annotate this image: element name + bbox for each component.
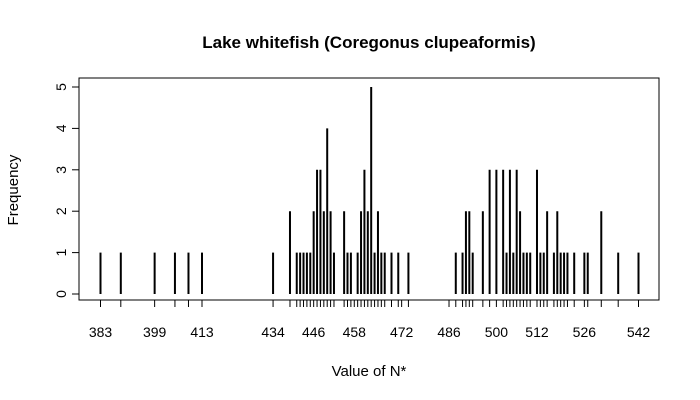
x-tick-label: 542 [627,324,651,340]
x-tick-label: 512 [525,324,549,340]
x-tick-label: 472 [390,324,414,340]
x-axis-label: Value of N* [332,363,407,380]
plot-frame [78,77,660,301]
x-tick-label: 383 [89,324,113,340]
chart-title: Lake whitefish (Coregonus clupeaformis) [202,33,535,52]
x-tick-label: 486 [437,324,461,340]
x-tick-label: 399 [143,324,167,340]
y-tick-label: 2 [53,207,69,215]
y-tick-label: 4 [53,124,69,132]
x-tick-label: 434 [261,324,285,340]
x-tick-label: 526 [573,324,597,340]
y-axis-label: Frequency [5,154,22,225]
y-tick-label: 5 [53,83,69,91]
y-tick-label: 0 [53,290,69,298]
x-tick-label: 500 [485,324,509,340]
x-tick-label: 458 [343,324,367,340]
y-axis: 0 1 2 3 4 5 [53,83,80,298]
x-tick-label: 413 [190,324,214,340]
y-tick-label: 1 [53,248,69,256]
x-axis: 383 399 413 434 446 458 472 486 500 512 526 542 [89,299,651,340]
bars-group [99,87,640,294]
x-tick-label: 446 [302,324,326,340]
y-tick-label: 3 [53,166,69,174]
